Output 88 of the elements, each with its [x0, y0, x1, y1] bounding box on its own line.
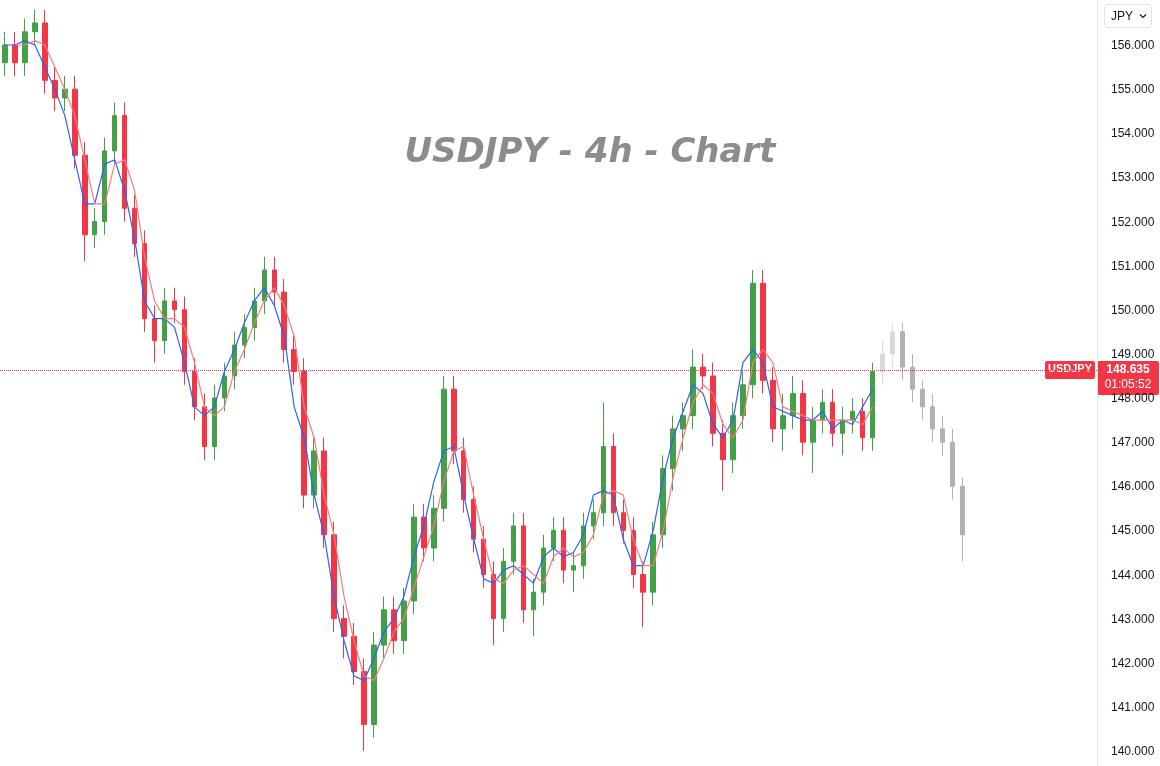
- candlestick: [401, 587, 407, 655]
- candlestick: [900, 322, 905, 381]
- candlestick: [341, 604, 347, 659]
- candlestick: [840, 406, 845, 456]
- candlestick: [750, 269, 756, 399]
- candlestick: [571, 551, 576, 593]
- candlestick: [601, 401, 606, 527]
- candlestick: [481, 525, 486, 589]
- candlestick: [650, 521, 656, 606]
- candlestick: [381, 596, 387, 659]
- candlestick: [262, 256, 267, 315]
- candlestick: [152, 304, 157, 364]
- y-tick-label: 146.000: [1111, 479, 1155, 494]
- candlestick: [740, 371, 746, 430]
- candlestick: [551, 516, 556, 562]
- candlestick: [940, 415, 945, 456]
- candlestick: [321, 437, 327, 549]
- candlestick: [32, 9, 38, 46]
- candlestick: [930, 393, 935, 443]
- candlestick: [591, 498, 596, 540]
- candlestick: [112, 101, 117, 165]
- candlestick: [720, 419, 726, 492]
- y-tick-label: 152.000: [1111, 214, 1155, 229]
- candlestick: [621, 498, 626, 545]
- candlestick: [72, 75, 78, 170]
- y-tick-label: 154.000: [1111, 126, 1155, 141]
- candlestick: [800, 379, 806, 456]
- candlestick: [212, 384, 217, 461]
- candlestick: [511, 512, 516, 575]
- candlestick: [960, 476, 965, 562]
- candlestick: [910, 353, 915, 403]
- candlestick: [361, 657, 367, 752]
- candlestick: [640, 560, 646, 628]
- candlestick: [162, 287, 167, 355]
- candlestick: [850, 397, 855, 434]
- candlestick: [561, 516, 566, 584]
- candlestick: [950, 428, 955, 500]
- candlestick: [12, 31, 18, 77]
- candlestick: [790, 375, 796, 430]
- candlestick: [810, 406, 816, 474]
- candlestick: [531, 578, 536, 637]
- candlestick: [42, 9, 48, 95]
- y-tick-label: 155.000: [1111, 82, 1155, 97]
- candlestick: [272, 256, 277, 306]
- text: USDJPY - 4h - Chart: [404, 130, 778, 170]
- y-tick-label: 156.000: [1111, 38, 1155, 53]
- y-tick-label: 148.000: [1111, 391, 1155, 405]
- text: JPY: [1110, 9, 1133, 23]
- candlestick: [222, 362, 227, 412]
- candlestick: [122, 101, 127, 222]
- candlestick: [491, 560, 496, 646]
- candlestick: [202, 393, 207, 461]
- y-tick-label: 150.000: [1111, 302, 1155, 317]
- candlestick: [102, 137, 107, 236]
- candlestick: [172, 287, 177, 324]
- candlestick: [680, 401, 686, 452]
- candlestick: [890, 322, 895, 368]
- candlestick: [311, 437, 317, 509]
- candlestick: [501, 547, 506, 633]
- candlestick: [730, 401, 736, 474]
- candlestick: [860, 397, 865, 452]
- y-tick-label: 140.000: [1111, 744, 1155, 758]
- candlestick: [22, 18, 28, 77]
- text: 01:05:52: [1104, 376, 1152, 391]
- candlestick: [611, 432, 616, 527]
- candlestick: [880, 340, 885, 386]
- candlestick: [870, 362, 875, 452]
- y-tick-label: 153.000: [1111, 170, 1155, 185]
- y-tick-label: 149.000: [1111, 346, 1155, 361]
- candlestick: [2, 31, 8, 77]
- candlestick: [780, 393, 786, 452]
- ref-line-label: 148.635: [1106, 361, 1151, 376]
- y-tick-label: 142.000: [1111, 655, 1155, 670]
- y-tick-label: 143.000: [1111, 611, 1155, 626]
- candlestick: [521, 512, 526, 624]
- candlestick: [82, 141, 88, 262]
- candlestick: [411, 503, 417, 615]
- y-tick-label: 147.000: [1111, 435, 1155, 450]
- candlestick: [92, 207, 97, 249]
- y-tick-label: 141.000: [1111, 699, 1155, 714]
- candlestick: [371, 631, 377, 739]
- candlestick: [242, 313, 247, 359]
- y-tick-label: 145.000: [1111, 523, 1155, 538]
- y-tick-label: 144.000: [1111, 567, 1155, 582]
- candlestick: [920, 379, 925, 421]
- candlestick: [441, 375, 447, 523]
- candlestick: [451, 375, 457, 465]
- y-tick-label: 151.000: [1111, 258, 1155, 273]
